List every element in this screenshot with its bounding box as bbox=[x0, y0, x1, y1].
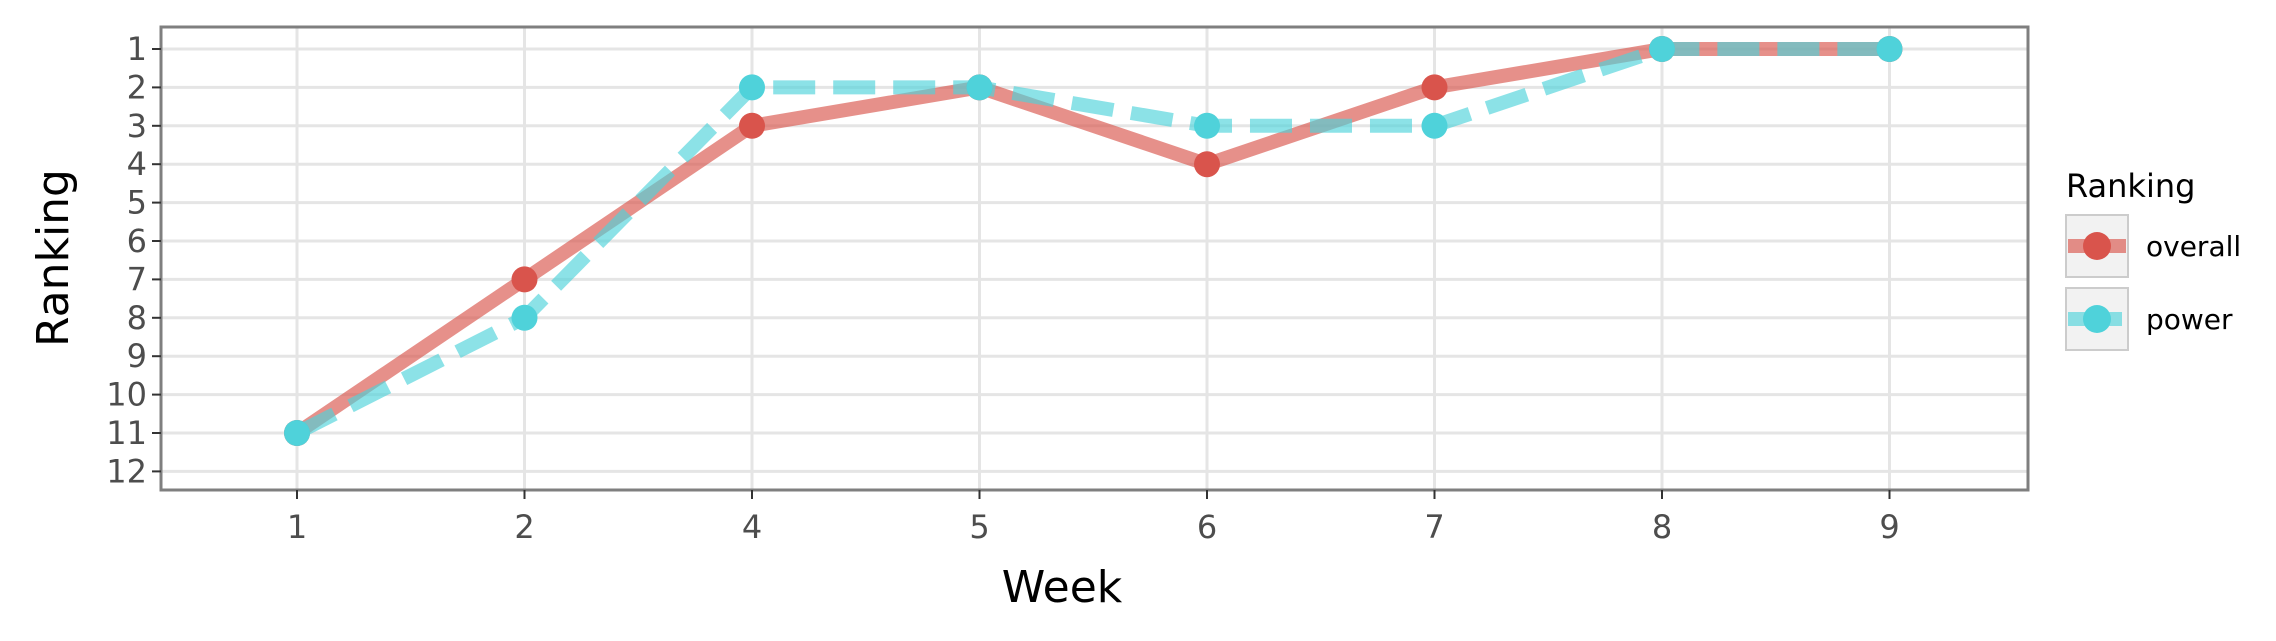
series-line-power bbox=[293, 42, 1890, 440]
y-tick-label: 5 bbox=[127, 184, 147, 222]
legend-label: power bbox=[2146, 303, 2233, 336]
series-power bbox=[284, 36, 1903, 446]
y-tick-label: 11 bbox=[106, 414, 147, 452]
data-point-power bbox=[966, 74, 993, 101]
legend-key-point bbox=[2083, 305, 2111, 333]
y-tick-label: 10 bbox=[106, 376, 147, 414]
data-point-power bbox=[511, 304, 538, 331]
y-tick-label: 7 bbox=[127, 260, 147, 298]
legend-title: Ranking bbox=[2066, 167, 2195, 205]
data-point-power bbox=[1649, 36, 1675, 62]
x-tick-label: 6 bbox=[1197, 508, 1217, 546]
legend: Ranking overall power bbox=[2065, 167, 2241, 351]
series-layer bbox=[284, 36, 1903, 446]
data-point-overall bbox=[739, 112, 765, 139]
y-tick-label: 9 bbox=[127, 337, 147, 375]
x-axis-title: Week bbox=[1002, 562, 1123, 613]
y-tick-label: 12 bbox=[106, 452, 147, 490]
grid bbox=[161, 27, 2028, 490]
data-point-power bbox=[284, 420, 310, 446]
legend-label: overall bbox=[2146, 230, 2241, 263]
x-tick-label: 5 bbox=[969, 508, 989, 546]
data-point-overall bbox=[1194, 151, 1220, 178]
x-tick-label: 4 bbox=[742, 508, 762, 546]
y-tick-label: 4 bbox=[127, 145, 147, 183]
data-point-power bbox=[1421, 112, 1448, 139]
x-tick-label: 2 bbox=[514, 508, 534, 546]
y-tick-label: 1 bbox=[127, 30, 147, 68]
x-tick-label: 8 bbox=[1652, 508, 1672, 546]
data-point-power bbox=[1876, 36, 1903, 62]
data-point-overall bbox=[1421, 74, 1448, 101]
data-point-power bbox=[1194, 112, 1220, 139]
panel-border bbox=[159, 25, 2030, 492]
x-tick-label: 9 bbox=[1879, 508, 1899, 546]
y-tick-label: 8 bbox=[127, 299, 147, 337]
y-tick-label: 6 bbox=[127, 222, 147, 260]
legend-items: overall power bbox=[2065, 214, 2241, 351]
y-tick-label: 3 bbox=[127, 107, 147, 145]
legend-item-overall: overall bbox=[2065, 214, 2241, 278]
y-axis-title: Ranking bbox=[28, 169, 79, 347]
data-point-power bbox=[739, 74, 765, 101]
data-point-overall bbox=[511, 266, 538, 293]
x-tick-label: 1 bbox=[287, 508, 307, 546]
legend-key-point bbox=[2083, 232, 2111, 260]
x-axis-ticks: 1 2 4 5 6 7 8 9 bbox=[287, 490, 1900, 546]
y-tick-label: 2 bbox=[127, 68, 147, 106]
x-tick-label: 7 bbox=[1424, 508, 1444, 546]
legend-item-power: power bbox=[2065, 287, 2233, 351]
